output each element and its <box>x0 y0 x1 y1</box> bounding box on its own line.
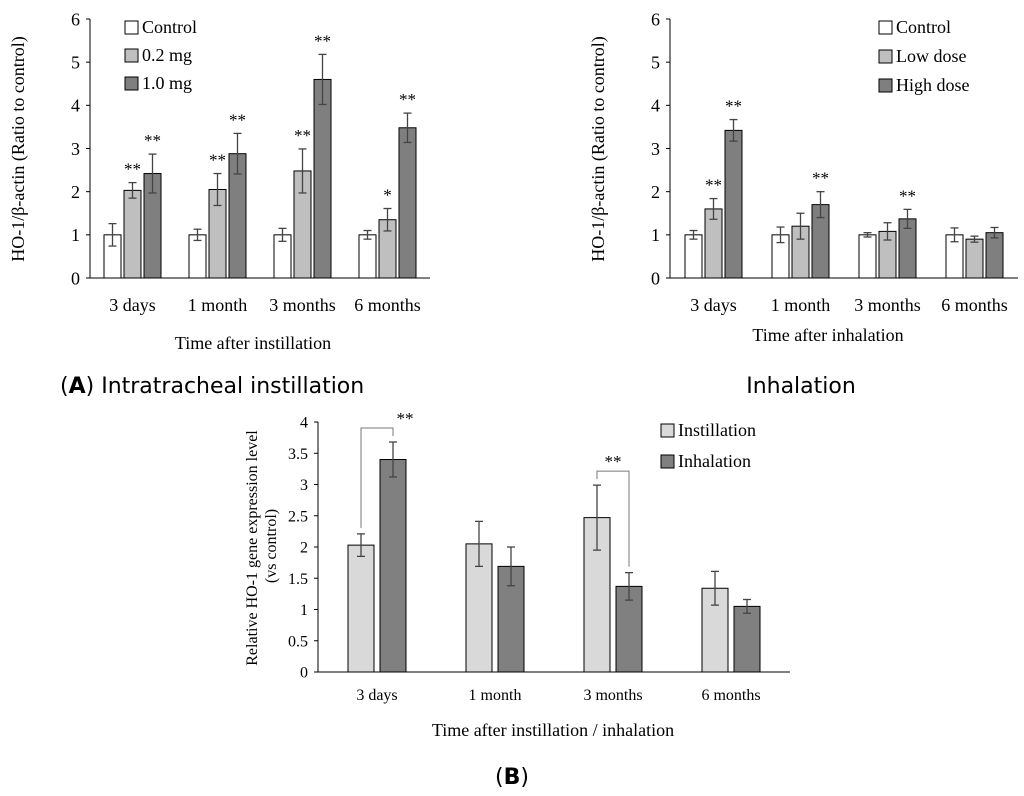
y-tick-label: 1 <box>300 602 308 619</box>
y-tick-label: 1 <box>651 225 660 245</box>
panel-a-caption: (A) Intratracheal instillation <box>60 374 364 399</box>
bar <box>399 128 416 278</box>
y-tick-label: 0 <box>71 268 80 288</box>
chart-a1-intratracheal: HO-1/β-actin (Ratio to control) Time aft… <box>8 9 430 353</box>
category-label: 3 days <box>109 295 156 315</box>
significance-mark: ** <box>725 97 742 116</box>
chart-a1-xlabel: Time after instillation <box>175 333 331 353</box>
y-tick-label: 4 <box>71 96 80 116</box>
y-tick-label: 3 <box>300 477 308 494</box>
significance-mark: ** <box>124 160 141 179</box>
significance-mark: ** <box>605 452 622 471</box>
bar <box>314 79 331 278</box>
bar <box>189 235 206 278</box>
category-label: 6 months <box>941 295 1008 315</box>
y-tick-label: 2 <box>300 540 308 557</box>
chart-b-comparison: Relative HO-1 gene expression level (vs … <box>244 409 790 740</box>
y-tick-label: 5 <box>71 52 80 72</box>
significance-mark: ** <box>399 90 416 109</box>
y-tick-label: 1.5 <box>288 571 308 588</box>
chart-b-ylabel-line1: Relative HO-1 gene expression level <box>244 430 261 666</box>
bar <box>348 545 374 672</box>
bar <box>124 190 141 278</box>
bar <box>685 235 702 278</box>
legend-label: Low dose <box>896 46 967 66</box>
y-tick-label: 1 <box>71 225 80 245</box>
chart-a2-xlabel: Time after inhalation <box>752 325 903 345</box>
panel-a-right-title: Inhalation <box>746 374 856 399</box>
y-tick-label: 6 <box>651 9 660 29</box>
bar <box>966 239 983 278</box>
legend-swatch <box>879 21 892 34</box>
legend-swatch <box>879 79 892 92</box>
bar <box>986 233 1003 278</box>
legend-label: Instillation <box>678 420 756 440</box>
y-tick-label: 2 <box>651 182 660 202</box>
y-tick-label: 4 <box>651 96 660 116</box>
category-label: 1 month <box>469 687 522 704</box>
y-tick-label: 2.5 <box>288 508 308 525</box>
panel-a-left-title: Intratracheal instillation <box>101 374 364 399</box>
panel-b-letter: B <box>504 765 521 790</box>
legend-swatch <box>125 21 138 34</box>
y-tick-label: 5 <box>651 52 660 72</box>
chart-b-xlabel: Time after instillation / inhalation <box>432 720 674 740</box>
bar <box>359 235 376 278</box>
bar <box>859 235 876 278</box>
significance-mark: ** <box>899 186 916 205</box>
category-label: 1 month <box>771 295 831 315</box>
figure: HO-1/β-actin (Ratio to control) Time aft… <box>0 0 1024 796</box>
panel-b-caption: (B) <box>495 765 529 790</box>
legend-swatch <box>879 50 892 63</box>
chart-a2-legend: Control Low dose High dose <box>879 17 970 95</box>
legend-label: 1.0 mg <box>142 73 192 93</box>
significance-mark: ** <box>144 131 161 150</box>
legend-label: Control <box>142 17 197 37</box>
significance-mark: ** <box>229 110 246 129</box>
chart-b-ylabel-line2: (vs control) <box>263 509 280 583</box>
legend-label: Inhalation <box>678 451 751 471</box>
y-tick-label: 3 <box>651 139 660 159</box>
significance-mark: ** <box>209 151 226 170</box>
panel-a-letter: A <box>69 374 86 399</box>
legend-label: High dose <box>896 75 970 95</box>
category-label: 6 months <box>354 295 421 315</box>
legend-swatch <box>125 77 138 90</box>
significance-mark: * <box>383 186 392 205</box>
legend-swatch <box>661 455 674 468</box>
chart-a2-ylabel: HO-1/β-actin (Ratio to control) <box>588 36 609 262</box>
chart-a2-inhalation: HO-1/β-actin (Ratio to control) Time aft… <box>588 9 1018 345</box>
significance-mark: ** <box>314 31 331 50</box>
chart-b-ylabel: Relative HO-1 gene expression level (vs … <box>244 426 280 665</box>
category-label: 3 days <box>690 295 737 315</box>
chart-a1-ylabel: HO-1/β-actin (Ratio to control) <box>8 36 29 262</box>
bar <box>380 460 406 673</box>
chart-b-legend: Instillation Inhalation <box>661 420 756 471</box>
category-label: 6 months <box>701 687 760 704</box>
bar <box>734 606 760 672</box>
legend-label: 0.2 mg <box>142 45 192 65</box>
significance-mark: ** <box>705 176 722 195</box>
category-label: 3 months <box>269 295 336 315</box>
bar <box>725 130 742 278</box>
y-tick-label: 0 <box>651 268 660 288</box>
y-tick-label: 2 <box>71 182 80 202</box>
y-tick-label: 4 <box>300 415 308 432</box>
y-tick-label: 6 <box>71 9 80 29</box>
category-label: 3 months <box>854 295 921 315</box>
y-tick-label: 0.5 <box>288 633 308 650</box>
y-tick-label: 3 <box>71 139 80 159</box>
chart-a1-legend: Control 0.2 mg 1.0 mg <box>125 17 197 93</box>
significance-mark: ** <box>397 409 414 428</box>
category-label: 3 months <box>583 687 642 704</box>
legend-label: Control <box>896 17 951 37</box>
category-label: 3 days <box>356 687 397 704</box>
y-tick-label: 3.5 <box>288 446 308 463</box>
significance-mark: ** <box>294 126 311 145</box>
y-tick-label: 0 <box>300 665 308 682</box>
significance-mark: ** <box>812 169 829 188</box>
legend-swatch <box>661 424 674 437</box>
category-label: 1 month <box>188 295 248 315</box>
legend-swatch <box>125 49 138 62</box>
